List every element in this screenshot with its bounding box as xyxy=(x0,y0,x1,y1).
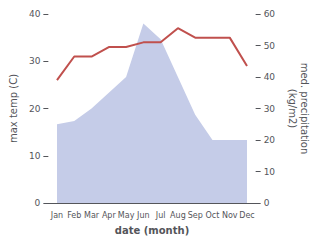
svg-text:Nov: Nov xyxy=(222,211,238,220)
svg-text:10: 10 xyxy=(264,167,276,177)
svg-text:Aug: Aug xyxy=(170,211,186,220)
svg-text:30: 30 xyxy=(264,104,276,114)
svg-text:(kg/m2): (kg/m2) xyxy=(287,89,298,129)
svg-text:Mar: Mar xyxy=(84,211,100,220)
svg-text:20: 20 xyxy=(264,135,276,145)
svg-text:Feb: Feb xyxy=(67,211,81,220)
svg-text:50: 50 xyxy=(264,41,276,51)
svg-text:Jun: Jun xyxy=(136,211,150,220)
svg-text:date (month): date (month) xyxy=(115,225,189,236)
svg-text:0: 0 xyxy=(264,198,270,208)
svg-text:30: 30 xyxy=(29,56,41,66)
svg-text:Oct: Oct xyxy=(206,211,220,220)
svg-text:Dec: Dec xyxy=(239,211,254,220)
svg-text:0: 0 xyxy=(35,198,41,208)
svg-text:Jan: Jan xyxy=(50,211,63,220)
svg-text:60: 60 xyxy=(264,9,276,19)
svg-text:med. precipitation: med. precipitation xyxy=(299,63,310,155)
svg-text:Jul: Jul xyxy=(155,211,166,220)
svg-text:40: 40 xyxy=(29,9,41,19)
svg-text:10: 10 xyxy=(29,151,41,161)
svg-text:May: May xyxy=(118,211,135,220)
svg-text:40: 40 xyxy=(264,72,276,82)
svg-text:20: 20 xyxy=(29,104,41,114)
svg-text:max temp (C): max temp (C) xyxy=(8,74,19,143)
svg-text:Sep: Sep xyxy=(188,211,203,220)
svg-text:Apr: Apr xyxy=(102,211,117,220)
